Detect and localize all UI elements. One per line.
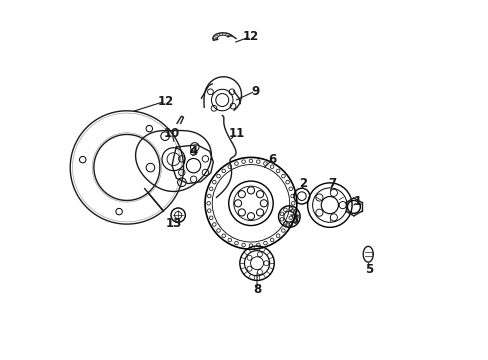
Text: 3: 3 xyxy=(290,213,298,226)
Text: 12: 12 xyxy=(242,30,258,43)
Text: 9: 9 xyxy=(251,85,259,98)
Text: 12: 12 xyxy=(157,95,173,108)
Text: 11: 11 xyxy=(228,127,244,140)
Text: 10: 10 xyxy=(163,127,180,140)
Text: 5: 5 xyxy=(365,263,373,276)
Text: 6: 6 xyxy=(267,153,276,166)
Text: 1: 1 xyxy=(353,195,361,208)
Text: 4: 4 xyxy=(189,145,197,158)
Text: 2: 2 xyxy=(299,177,307,190)
Text: 7: 7 xyxy=(327,177,336,190)
Text: 8: 8 xyxy=(252,283,261,296)
Text: 13: 13 xyxy=(166,217,182,230)
